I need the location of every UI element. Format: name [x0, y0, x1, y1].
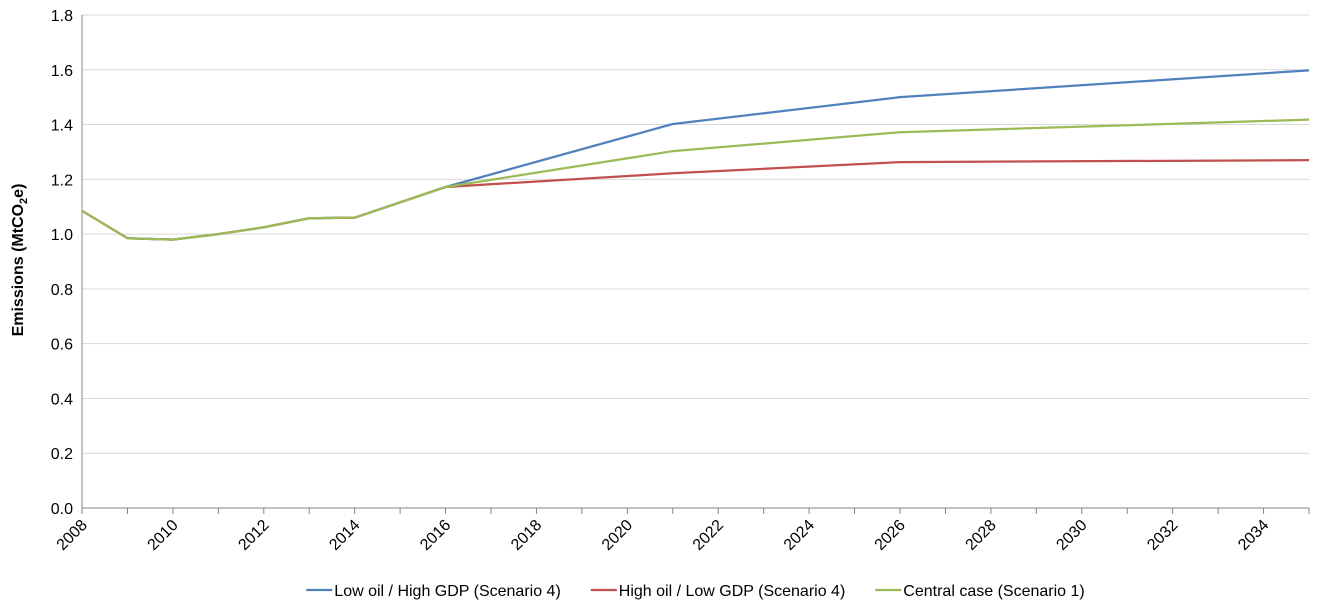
- x-tick-label: 2030: [1053, 517, 1090, 554]
- grid-layer: [82, 14, 1309, 454]
- series-line-1: [81, 69, 1310, 241]
- axis-layer: 0.0 0.2 0.4 0.6 0.8 1.0 1.2 1.4 1.6 1.8 2008 2010 20…: [51, 8, 1310, 554]
- x-tick-label: 2028: [963, 517, 1000, 554]
- series-layer: [81, 69, 1310, 241]
- x-tick-label: 2014: [326, 517, 363, 554]
- x-tick-label: 2032: [1144, 517, 1181, 554]
- y-tick-label: 0.8: [51, 282, 73, 299]
- y-tick-label: 0.6: [51, 337, 73, 354]
- y-tick-label: 0.2: [51, 446, 73, 463]
- y-axis-title: Emissions (MtCO2e): [10, 184, 30, 337]
- x-tick-label: 2022: [690, 517, 727, 554]
- y-tick-label: 1.6: [51, 63, 73, 80]
- legend-entry-3: Central case (Scenario 1): [875, 583, 1085, 600]
- x-tick-label: 2010: [145, 517, 182, 554]
- legend-label: Low oil / High GDP (Scenario 4): [334, 583, 560, 600]
- x-tick-label: 2020: [599, 517, 636, 554]
- y-tick-label: 0.0: [51, 501, 73, 518]
- x-tick-label: 2026: [872, 517, 909, 554]
- y-tick-label: 1.8: [51, 8, 73, 25]
- y-tick-label: 1.2: [51, 172, 73, 189]
- y-tick-label: 1.4: [51, 118, 73, 135]
- x-tick-label: 2018: [508, 517, 545, 554]
- x-tick-label: 2024: [781, 517, 818, 554]
- x-tick-label: 2034: [1235, 517, 1272, 554]
- legend-label: Central case (Scenario 1): [903, 583, 1084, 600]
- x-tick-label: 2008: [54, 517, 91, 554]
- y-tick-label: 1.0: [51, 227, 73, 244]
- x-tick-label: 2016: [417, 517, 454, 554]
- legend-entry-2: High oil / Low GDP (Scenario 4): [590, 583, 845, 600]
- legend-label: High oil / Low GDP (Scenario 4): [619, 583, 845, 600]
- x-tick-label: 2012: [235, 517, 272, 554]
- series-line-3: [81, 118, 1310, 241]
- legend: Low oil / High GDP (Scenario 4) High oil …: [306, 583, 1085, 600]
- y-tick-label: 0.4: [51, 391, 73, 408]
- legend-entry-1: Low oil / High GDP (Scenario 4): [306, 583, 561, 600]
